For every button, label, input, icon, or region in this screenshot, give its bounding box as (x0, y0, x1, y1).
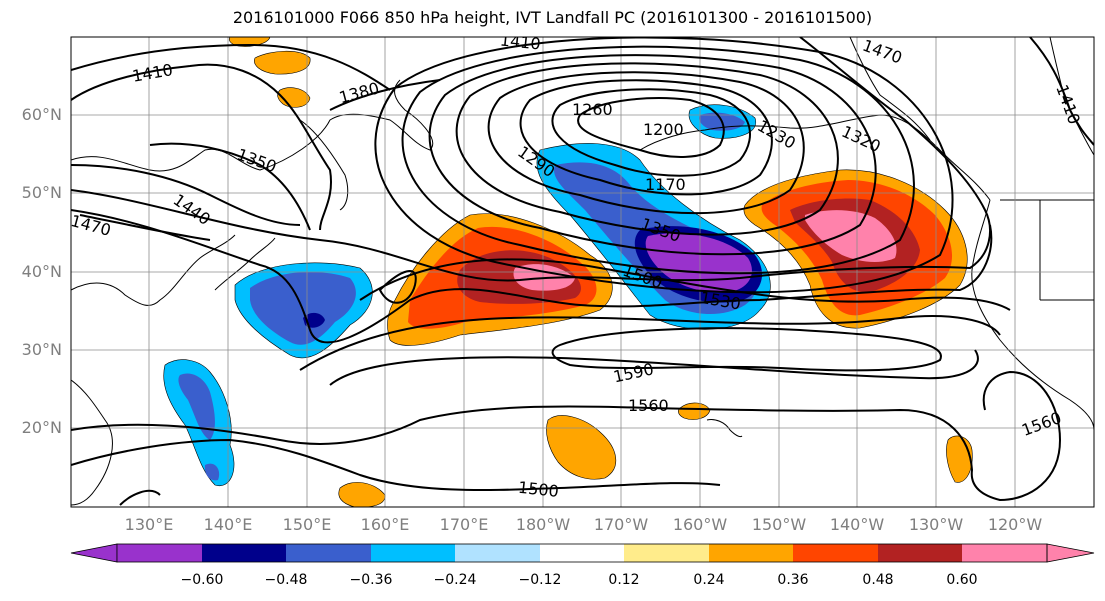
lat-label: 20°N (21, 418, 62, 437)
lon-label: 150°E (282, 515, 332, 534)
colorbar-tick-label: 0.36 (777, 572, 809, 588)
colorbar-tick-label: −0.60 (180, 572, 224, 588)
contour-label: 1560 (628, 396, 669, 415)
map-frame (70, 36, 1095, 508)
colorbar-tick-label: −0.36 (349, 572, 393, 588)
colorbar-swatch (540, 544, 624, 562)
lon-label: 120°W (987, 515, 1043, 534)
lon-label: 160°E (360, 515, 410, 534)
colorbar-swatch (371, 544, 455, 562)
colorbar-tick-label: −0.48 (264, 572, 308, 588)
height-contours (71, 37, 1094, 506)
contour-label: 1500 (517, 478, 559, 501)
coastlines (71, 37, 1094, 506)
colorbar (70, 543, 1095, 563)
colorbar-tick-label: 0.24 (693, 572, 725, 588)
contour-label: 1410 (499, 30, 541, 53)
lat-label: 60°N (21, 105, 62, 124)
lat-label: 40°N (21, 262, 62, 281)
lon-label: 130°E (124, 515, 174, 534)
colorbar-swatch (117, 544, 202, 562)
colorbar-tick-label: −0.12 (518, 572, 562, 588)
lon-label: 130°W (908, 515, 964, 534)
colorbar-tick-label: −0.24 (433, 572, 477, 588)
colorbar-frame (116, 543, 1048, 563)
colorbar-arrow-right (1046, 543, 1095, 563)
colorbar-swatch (962, 544, 1047, 562)
contour-label: 1170 (645, 175, 686, 194)
lon-label: 140°E (203, 515, 253, 534)
colorbar-swatch (878, 544, 962, 562)
colorbar-arrow-left (70, 543, 118, 563)
colorbar-swatch (709, 544, 793, 562)
colorbar-swatch (455, 544, 540, 562)
colorbar-swatch (286, 544, 371, 562)
colorbar-swatch (793, 544, 878, 562)
lat-label: 30°N (21, 340, 62, 359)
lon-label: 170°W (593, 515, 649, 534)
colorbar-tick-label: 0.48 (862, 572, 894, 588)
colorbar-tick-label: 0.12 (608, 572, 640, 588)
contour-label: 1200 (643, 120, 684, 139)
lon-label: 140°W (829, 515, 885, 534)
colorbar-swatch (202, 544, 286, 562)
map-title: 2016101000 F066 850 hPa height, IVT Land… (232, 8, 873, 27)
lon-label: 170°E (439, 515, 489, 534)
lat-label: 50°N (21, 183, 62, 202)
lon-label: 180°W (515, 515, 571, 534)
colorbar-swatch (624, 544, 709, 562)
lon-label: 150°W (751, 515, 807, 534)
contour-label: 1260 (572, 100, 613, 119)
colorbar-tick-label: 0.60 (946, 572, 978, 588)
lon-label: 160°W (672, 515, 728, 534)
